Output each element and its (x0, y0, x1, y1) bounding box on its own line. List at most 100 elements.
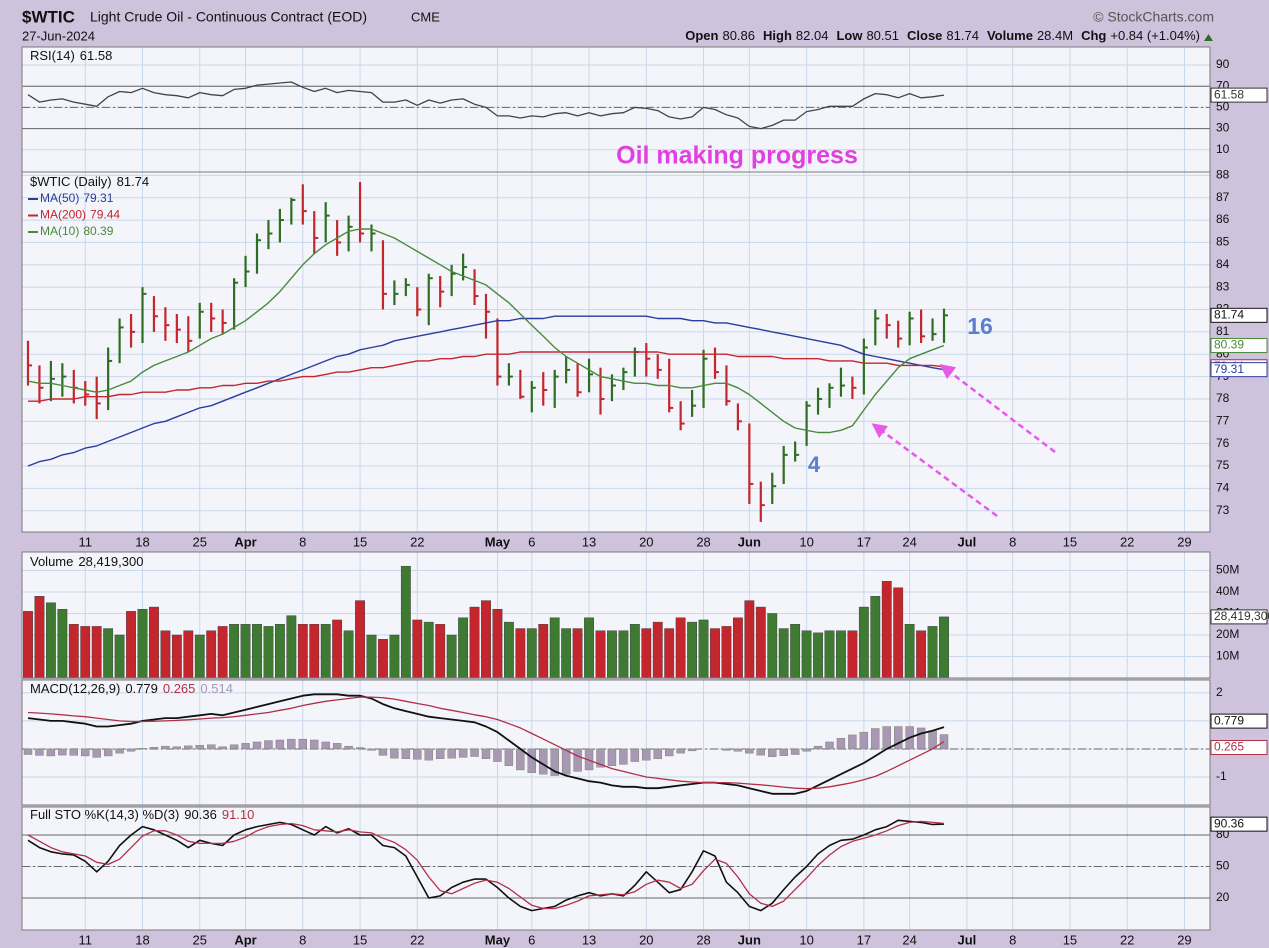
volume-bar (103, 628, 114, 679)
histogram-bar (241, 743, 250, 750)
x-tick-label: 15 (1063, 932, 1077, 947)
x-tick-label: 8 (299, 534, 306, 549)
volume-bar (595, 630, 606, 679)
volume-bar (549, 617, 560, 679)
quote-value: 81.74 (946, 28, 979, 43)
quote-label: Chg (1081, 28, 1106, 43)
annotation: Oil making progress (616, 142, 858, 170)
legend: MACD(12,26,9) 0.779 0.265 0.514 (30, 681, 233, 696)
x-tick-label: 29 (1177, 534, 1191, 549)
value-box (1210, 362, 1268, 378)
quote-label: High (763, 28, 792, 43)
volume-bar (881, 581, 892, 679)
histogram-bar (355, 747, 365, 750)
histogram-bar (229, 744, 239, 750)
legend: Full STO %K(14,3) %D(3) 90.36 91.10 (30, 807, 254, 822)
volume-bar (584, 617, 594, 679)
volume-bar (904, 624, 915, 679)
histogram-bar (458, 748, 468, 758)
histogram-bar (836, 738, 846, 750)
legend-value: 80.39 (83, 224, 113, 238)
x-tick-label: 28 (696, 534, 710, 549)
quote-value: 80.86 (722, 28, 755, 43)
quote-label: Volume (987, 28, 1033, 43)
volume-bar (858, 606, 869, 679)
legend-item: 61.58 (80, 48, 113, 63)
histogram-bar (298, 738, 307, 750)
histogram-bar (378, 748, 388, 756)
annotation: 16 (967, 313, 993, 339)
x-tick-label: 15 (353, 932, 367, 947)
source: © StockCharts.com (1093, 9, 1214, 25)
histogram-bar (35, 748, 44, 756)
y-tick-label: 88 (1216, 168, 1230, 182)
histogram-bar (607, 748, 617, 766)
quote-label: Low (836, 28, 863, 43)
histogram-bar (676, 748, 685, 754)
volume-bar (57, 608, 68, 679)
y-tick-label: 30 (1216, 121, 1230, 135)
y-tick-label: -1 (1216, 769, 1227, 783)
histogram-bar (859, 731, 869, 750)
histogram-bar (756, 748, 765, 756)
legend: MA(10) 80.39 (40, 224, 114, 238)
volume-bar (458, 617, 468, 679)
volume-bar (252, 624, 262, 679)
panel-background (22, 680, 1210, 805)
stochastic-line (27, 819, 945, 912)
histogram-bar (894, 726, 903, 750)
x-tick-label: Apr (234, 534, 256, 549)
volume-bar (297, 624, 308, 679)
quote-label: Close (907, 28, 942, 43)
y-tick-label: 50 (1216, 100, 1230, 114)
volume-bar (824, 630, 835, 679)
volume-bar (801, 630, 812, 679)
panel-border (21, 551, 1211, 679)
quote-value: 82.04 (796, 28, 829, 43)
y-tick-label: 20 (1216, 890, 1230, 904)
panel-border (21, 171, 1211, 533)
volume-bar (847, 630, 858, 679)
histogram-bar (23, 748, 33, 755)
value-box (1210, 87, 1268, 103)
x-tick-label: 20 (639, 932, 653, 947)
x-tick-label: 22 (1120, 932, 1134, 947)
value-box (1210, 338, 1268, 354)
volume-bar (46, 602, 56, 679)
quote-line: Open 80.86 High 82.04 Low 80.51 Close 81.74 Volu… (685, 28, 1200, 43)
value-box-label: 0.265 (1214, 740, 1244, 754)
legend-item: Full STO %K(14,3) %D(3) (30, 807, 179, 822)
panel-background (22, 47, 1210, 172)
volume-bar (687, 621, 698, 679)
value-box-label: 28,419,300 (1214, 609, 1269, 623)
value-box (1210, 740, 1268, 756)
x-tick-label: 25 (193, 534, 207, 549)
moving-average (28, 351, 945, 402)
y-tick-label: 2 (1216, 685, 1223, 699)
histogram-bar (882, 726, 891, 750)
histogram-bar (401, 748, 411, 759)
histogram-bar (138, 748, 147, 750)
histogram-bar (527, 748, 536, 773)
x-tick-label: 6 (528, 534, 535, 549)
volume-bar (492, 608, 503, 679)
x-tick-label: 18 (135, 534, 149, 549)
panel-background (22, 807, 1210, 930)
histogram-bar (172, 746, 182, 750)
volume-bar (229, 624, 239, 679)
volume-bar (939, 616, 949, 679)
x-tick-label: 8 (299, 932, 306, 947)
value-box-label: 80.39 (1214, 338, 1244, 352)
volume-bar (400, 565, 411, 679)
histogram-bar (722, 748, 731, 751)
volume-bar (744, 600, 755, 679)
legend: RSI(14) 61.58 (30, 48, 112, 63)
histogram-bar (275, 739, 285, 750)
histogram-bar (92, 748, 101, 758)
volume-bar (504, 621, 514, 679)
histogram-bar (310, 739, 319, 750)
volume-bar (927, 626, 938, 679)
x-tick-label: 24 (902, 534, 916, 549)
histogram-bar (424, 748, 433, 761)
